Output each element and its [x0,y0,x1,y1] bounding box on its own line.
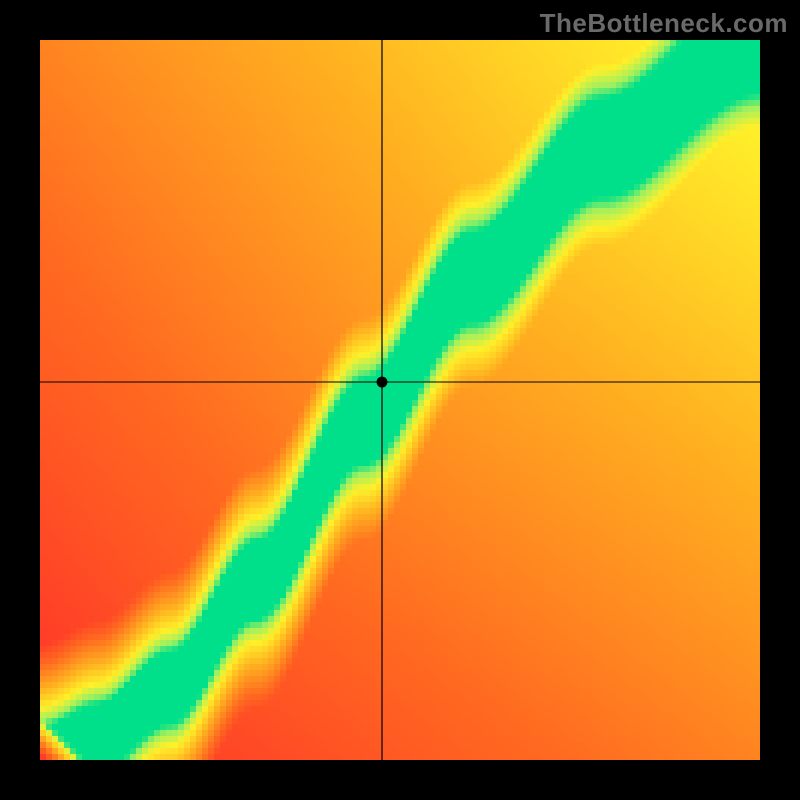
plot-area [40,40,760,760]
watermark-text: TheBottleneck.com [540,8,788,39]
chart-container: TheBottleneck.com [0,0,800,800]
heatmap-canvas [40,40,760,760]
